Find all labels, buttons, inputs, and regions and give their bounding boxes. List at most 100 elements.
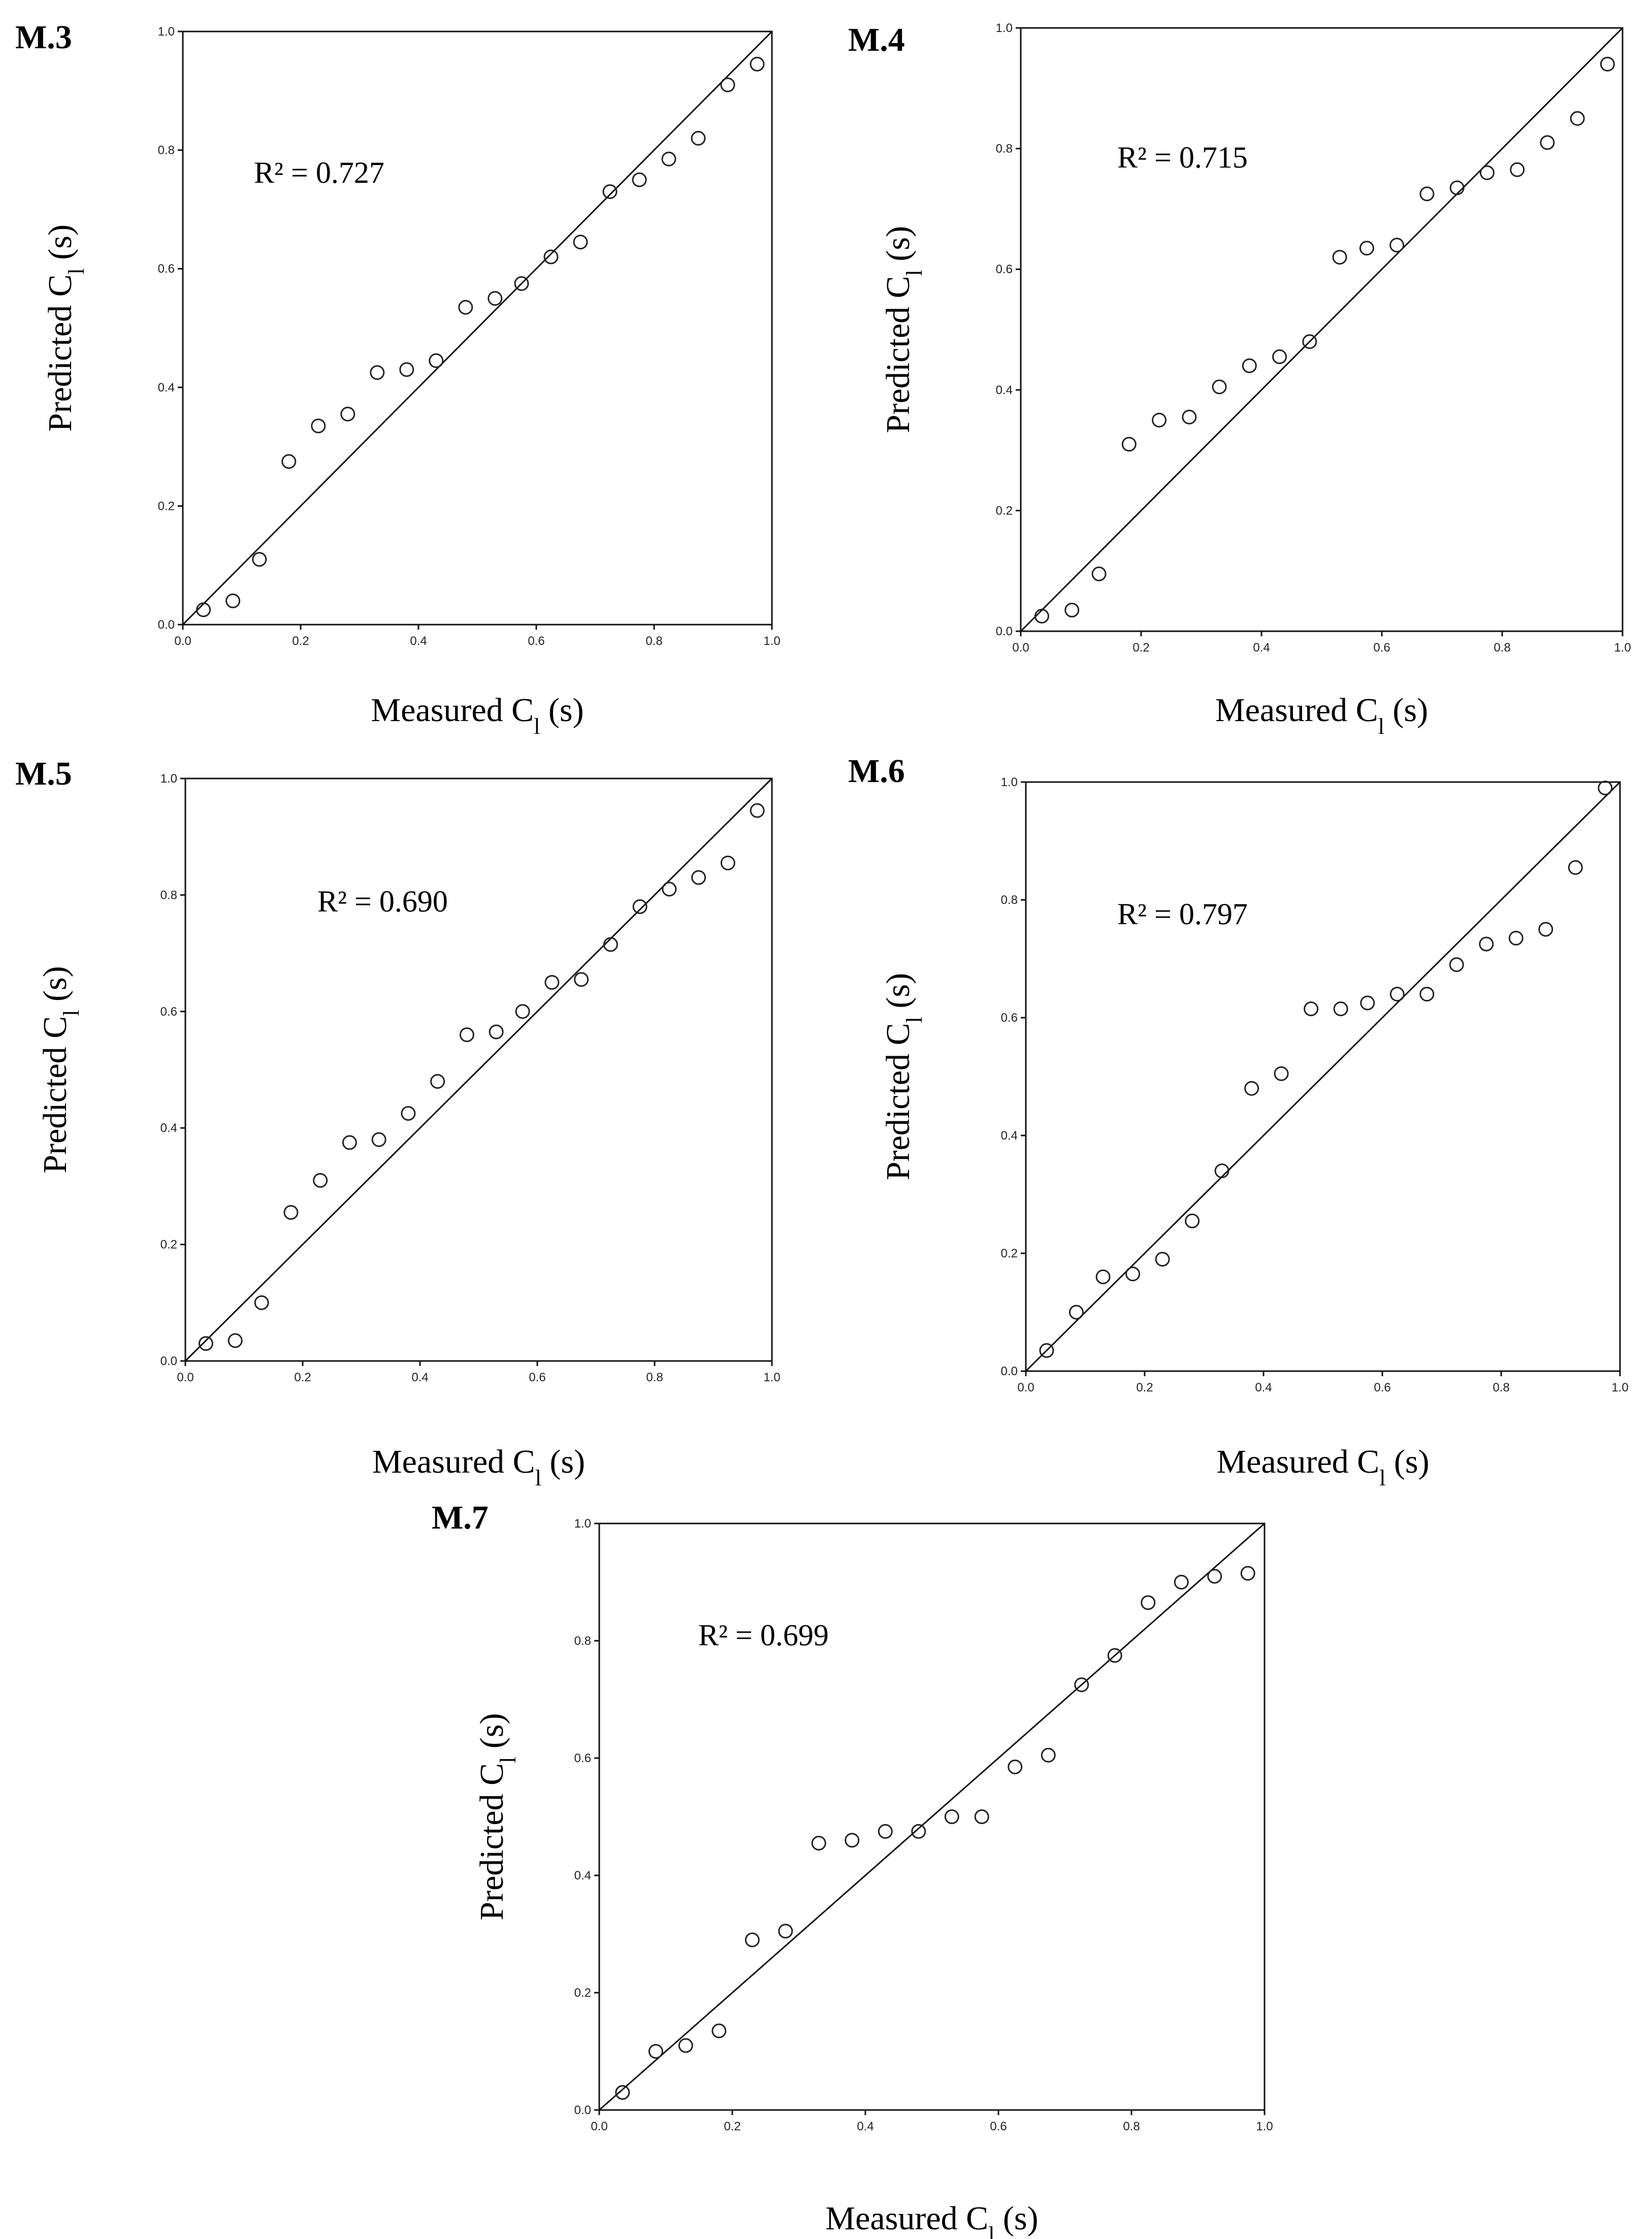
data-point: [544, 975, 560, 990]
panel-label: M.3: [15, 19, 72, 56]
data-point: [1214, 1163, 1229, 1179]
panel-label: M.5: [15, 755, 72, 792]
x-tick-label: 0.2: [1136, 1381, 1153, 1394]
data-point: [944, 1809, 959, 1824]
data-point: [1107, 1648, 1122, 1663]
data-point: [720, 855, 735, 870]
x-tick-label: 0.6: [528, 634, 544, 648]
x-tick-label: 1.0: [1614, 641, 1631, 655]
data-point: [1244, 1081, 1259, 1096]
data-point: [778, 1924, 793, 1939]
y-tick-label: 0.6: [1001, 1011, 1018, 1025]
x-tick-label: 0.8: [645, 634, 662, 648]
data-point: [1449, 957, 1464, 972]
y-tick-label: 0.8: [158, 144, 175, 157]
data-point: [489, 1024, 504, 1040]
x-axis-title-text: Measured C: [825, 2200, 988, 2237]
data-point: [401, 1106, 416, 1121]
plot-frame: [182, 30, 773, 626]
y-axis-title-text: Predicted C: [42, 274, 79, 432]
x-axis-title-subscript: l: [1378, 714, 1384, 739]
data-point: [1479, 936, 1494, 952]
y-axis-title-unit: (s): [880, 973, 917, 1017]
data-point: [342, 1135, 357, 1150]
y-axis-title-subscript: l: [59, 1010, 84, 1016]
data-point: [1302, 334, 1317, 349]
data-point: [1039, 1343, 1054, 1358]
x-tick-label: 1.0: [1256, 2120, 1273, 2133]
y-axis-title: Predicted Cl (s): [42, 224, 89, 432]
plot-frame: [1020, 27, 1624, 632]
x-axis-title-subscript: l: [988, 2222, 994, 2239]
data-point: [1152, 412, 1167, 428]
data-point: [1598, 781, 1613, 796]
data-point: [974, 1809, 989, 1824]
y-tick-label: 0.4: [1001, 1129, 1018, 1143]
y-axis-title-text: Predicted C: [473, 1763, 510, 1921]
x-axis-title: Measured Cl (s): [371, 692, 584, 739]
x-axis-title-text: Measured C: [372, 1443, 535, 1480]
x-axis-title-unit: (s): [1384, 692, 1428, 729]
data-point: [198, 1336, 213, 1351]
x-tick-label: 0.4: [410, 634, 427, 648]
x-tick-label: 0.8: [1123, 2120, 1140, 2133]
r-squared-label: R² = 0.715: [1117, 141, 1248, 174]
y-tick-label: 0.4: [160, 1121, 177, 1135]
data-point: [1538, 922, 1553, 937]
data-point: [252, 552, 267, 567]
plot-frame: [184, 777, 773, 1362]
data-point: [811, 1835, 826, 1851]
y-tick-label: 0.0: [158, 618, 175, 632]
y-axis-title: Predicted Cl (s): [880, 973, 927, 1180]
data-point: [1074, 1677, 1089, 1693]
scatter-panel-m5: M.5 0.0 0.2 0.4 0.6 0.8 1.0 0.0 0.2 0.4 0.6 0.8 1.0 R…: [15, 755, 781, 1490]
data-point: [313, 1173, 328, 1188]
data-point: [632, 899, 647, 914]
data-point: [1359, 241, 1374, 256]
data-point: [1332, 249, 1347, 265]
data-point: [1125, 1267, 1141, 1282]
y-axis-title: Predicted Cl (s): [473, 1713, 521, 1920]
y-axis-title-text: Predicted C: [880, 1023, 917, 1180]
data-point: [281, 454, 297, 469]
x-tick-label: 0.2: [1132, 641, 1149, 655]
data-point: [340, 406, 355, 421]
data-point: [1600, 56, 1615, 72]
y-tick-label: 1.0: [574, 1517, 591, 1531]
y-axis-title-unit: (s): [880, 226, 917, 270]
scatter-panel-m7: M.7 0.0 0.2 0.4 0.6 0.8 1.0 0.0 0.2 0.4 0.6 0.8 1.0 R…: [432, 1499, 1273, 2239]
data-point: [574, 972, 589, 987]
data-point: [1041, 1747, 1056, 1763]
data-point: [1185, 1213, 1200, 1228]
x-axis-title-unit: (s): [994, 2200, 1038, 2237]
data-point: [1510, 162, 1525, 177]
y-tick-label: 0.6: [574, 1751, 591, 1765]
x-tick-label: 0.6: [529, 1371, 545, 1384]
data-point: [1064, 602, 1080, 618]
x-axis-title: Measured Cl (s): [825, 2200, 1038, 2239]
y-tick-label: 0.0: [1001, 1365, 1018, 1378]
data-point: [1540, 135, 1555, 150]
data-point: [602, 184, 618, 199]
data-point: [459, 1027, 474, 1043]
x-tick-label: 1.0: [763, 1371, 780, 1384]
y-tick-label: 0.8: [160, 888, 177, 902]
data-point: [514, 276, 529, 291]
y-axis-title-subscript: l: [64, 268, 89, 274]
y-tick-label: 0.2: [996, 504, 1013, 517]
x-tick-label: 0.2: [294, 1371, 311, 1384]
r-squared-label: R² = 0.699: [698, 1618, 829, 1652]
x-tick-label: 0.8: [1493, 1381, 1509, 1394]
y-tick-label: 0.4: [996, 383, 1013, 397]
data-point: [399, 362, 414, 377]
data-point: [1304, 1001, 1319, 1017]
y-axis-title-text: Predicted C: [880, 276, 917, 433]
data-point: [845, 1833, 860, 1848]
x-axis-title-text: Measured C: [371, 692, 534, 729]
data-point: [1091, 566, 1107, 581]
data-point: [1570, 111, 1585, 126]
x-tick-label: 0.4: [1255, 1381, 1272, 1394]
plot-frame: [1025, 781, 1621, 1372]
data-point: [1121, 437, 1137, 452]
data-point: [1212, 379, 1227, 395]
